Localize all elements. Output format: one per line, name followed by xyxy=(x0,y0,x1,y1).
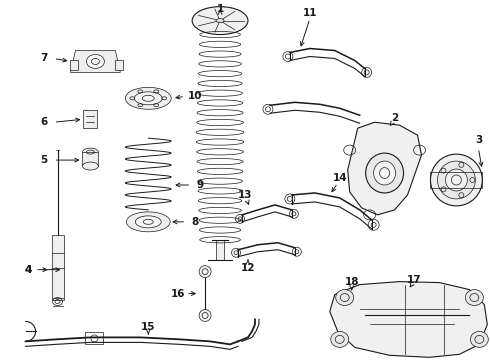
Ellipse shape xyxy=(431,154,482,206)
Ellipse shape xyxy=(466,289,483,306)
Ellipse shape xyxy=(216,19,224,23)
Polygon shape xyxy=(348,122,421,215)
Text: 10: 10 xyxy=(188,91,202,101)
Ellipse shape xyxy=(134,92,162,105)
Ellipse shape xyxy=(199,310,211,321)
Ellipse shape xyxy=(192,7,248,35)
Bar xyxy=(71,60,78,71)
Text: 17: 17 xyxy=(407,275,422,285)
Text: 12: 12 xyxy=(241,263,255,273)
Ellipse shape xyxy=(125,87,171,109)
Text: 11: 11 xyxy=(302,8,317,18)
Ellipse shape xyxy=(338,291,366,315)
Ellipse shape xyxy=(135,216,161,228)
Ellipse shape xyxy=(82,162,98,170)
Text: 18: 18 xyxy=(344,276,359,287)
Text: 15: 15 xyxy=(141,323,155,332)
Bar xyxy=(216,240,224,260)
Ellipse shape xyxy=(126,212,170,232)
Text: 7: 7 xyxy=(40,54,47,63)
Bar xyxy=(83,110,98,128)
Ellipse shape xyxy=(366,153,404,193)
Text: 8: 8 xyxy=(192,217,199,227)
Ellipse shape xyxy=(343,295,361,310)
Polygon shape xyxy=(330,282,488,357)
Ellipse shape xyxy=(336,289,354,306)
Text: 5: 5 xyxy=(40,155,47,165)
Text: 4: 4 xyxy=(25,265,60,275)
Ellipse shape xyxy=(86,54,104,68)
Ellipse shape xyxy=(438,161,475,199)
Text: 16: 16 xyxy=(171,289,185,298)
Text: 6: 6 xyxy=(40,117,47,127)
Text: 4: 4 xyxy=(25,265,32,275)
Text: 14: 14 xyxy=(332,173,347,183)
Ellipse shape xyxy=(470,332,489,347)
Bar xyxy=(85,332,103,345)
Bar xyxy=(82,152,98,166)
Text: 2: 2 xyxy=(391,113,398,123)
Ellipse shape xyxy=(82,148,98,156)
Bar xyxy=(431,172,482,188)
Ellipse shape xyxy=(445,169,467,191)
Text: 1: 1 xyxy=(217,4,224,14)
Ellipse shape xyxy=(331,332,349,347)
Bar xyxy=(115,60,123,71)
Text: 13: 13 xyxy=(238,190,252,200)
Ellipse shape xyxy=(199,266,211,278)
Text: 3: 3 xyxy=(476,135,483,145)
Polygon shape xyxy=(71,50,121,72)
Bar xyxy=(51,235,64,300)
Ellipse shape xyxy=(374,161,395,185)
Text: 9: 9 xyxy=(196,180,204,190)
